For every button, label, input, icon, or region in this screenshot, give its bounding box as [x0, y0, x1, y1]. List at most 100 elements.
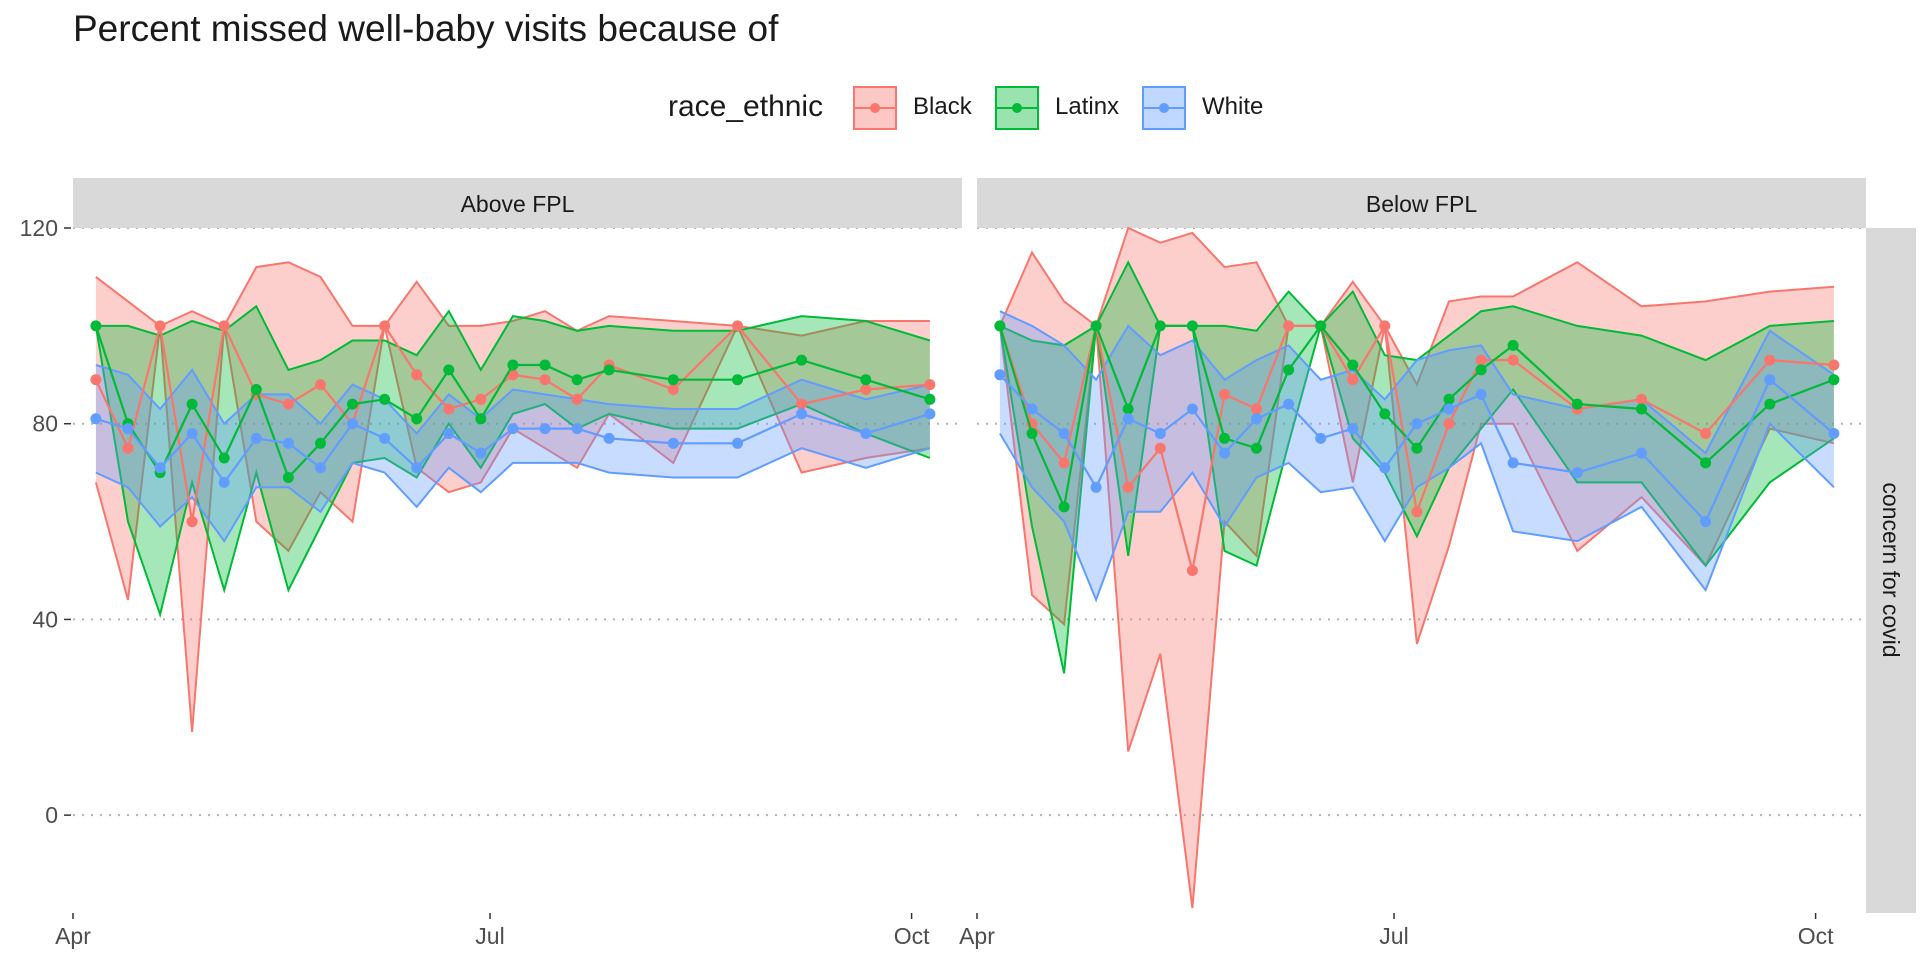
- ribbon-latinx-panel-2: [999, 262, 1834, 674]
- x-tick-label-apr-panel-2: Apr: [959, 923, 995, 949]
- point-black-panel-2-12: [1347, 374, 1359, 386]
- point-white-panel-1-7: [282, 437, 294, 449]
- series-line-white-panel-1: [95, 412, 931, 485]
- strip-panel-2: [977, 178, 1866, 228]
- point-black-panel-1-10: [379, 320, 391, 332]
- point-latinx-panel-2-16: [1475, 364, 1487, 376]
- legend-label-latinx: Latinx: [1055, 93, 1120, 120]
- point-white-panel-2-6: [1154, 428, 1166, 439]
- y-tick-label-80: 80: [32, 411, 58, 437]
- point-latinx-panel-1-6: [250, 384, 262, 395]
- point-white-panel-2-16: [1475, 388, 1487, 400]
- point-black-panel-2-9: [1251, 403, 1262, 415]
- point-white-panel-1-16: [571, 423, 583, 435]
- legend-key-latinx: [995, 86, 1039, 130]
- point-latinx-panel-2-1: [994, 320, 1006, 332]
- point-latinx-panel-2-15: [1443, 393, 1455, 405]
- point-white-panel-1-6: [250, 432, 262, 444]
- point-latinx-panel-2-5: [1122, 403, 1134, 415]
- strip-label-above-fpl: Above FPL: [461, 191, 575, 217]
- point-white-panel-1-10: [379, 432, 391, 444]
- point-latinx-panel-2-12: [1347, 359, 1359, 371]
- point-black-panel-2-8: [1219, 388, 1230, 400]
- point-black-panel-1-4: [186, 516, 198, 528]
- legend-key-white: [1142, 86, 1186, 130]
- chart-title: Percent missed well-baby visits because …: [73, 8, 779, 49]
- point-latinx-panel-1-10: [379, 393, 391, 405]
- point-white-panel-1-8: [315, 462, 326, 474]
- point-black-panel-2-15: [1443, 418, 1455, 430]
- point-white-panel-1-20: [796, 408, 808, 420]
- point-white-panel-1-17: [603, 432, 615, 444]
- point-latinx-panel-1-1: [90, 320, 102, 332]
- point-latinx-panel-1-15: [539, 359, 551, 371]
- point-latinx-panel-2-14: [1411, 442, 1423, 454]
- point-latinx-panel-2-2: [1026, 428, 1038, 439]
- ribbon-lower-latinx-panel-2: [998, 322, 1835, 674]
- point-black-panel-2-13: [1379, 320, 1391, 332]
- point-black-panel-1-13: [475, 393, 487, 405]
- ribbon-upper-latinx-panel-1: [95, 304, 931, 372]
- point-latinx-panel-2-7: [1186, 320, 1198, 332]
- point-latinx-panel-2-6: [1154, 320, 1166, 332]
- point-white-panel-2-4: [1090, 481, 1102, 493]
- point-latinx-panel-1-5: [218, 452, 230, 464]
- point-white-panel-2-13: [1379, 462, 1391, 474]
- point-latinx-panel-2-21: [1764, 398, 1776, 410]
- point-latinx-panel-1-21: [860, 374, 872, 386]
- point-black-panel-1-11: [411, 369, 423, 381]
- y-tick-label-120: 120: [20, 215, 58, 241]
- point-black-panel-1-5: [218, 320, 230, 332]
- ribbon-lower-white-panel-1: [95, 447, 931, 543]
- point-white-panel-1-9: [347, 418, 358, 430]
- ribbon-latinx-panel-1: [95, 306, 930, 615]
- point-white-panel-2-17: [1507, 457, 1519, 469]
- point-white-panel-2-5: [1122, 413, 1134, 425]
- point-white-panel-1-5: [218, 476, 230, 488]
- point-latinx-panel-2-20: [1700, 457, 1712, 469]
- point-white-panel-1-12: [443, 428, 455, 439]
- point-white-panel-2-15: [1443, 403, 1455, 415]
- point-latinx-panel-1-12: [443, 364, 455, 376]
- point-black-panel-1-7: [282, 398, 294, 410]
- point-black-panel-2-20: [1700, 428, 1712, 439]
- point-black-panel-2-17: [1507, 354, 1519, 366]
- point-white-panel-1-15: [539, 423, 551, 435]
- point-black-panel-1-21: [860, 384, 872, 395]
- ribbon-lower-black-panel-1: [94, 323, 931, 733]
- point-latinx-panel-1-13: [475, 413, 487, 425]
- ribbon-upper-black-panel-2: [998, 226, 1834, 387]
- legend: race_ethnic Black Latinx White: [0, 86, 1920, 130]
- point-white-panel-2-9: [1251, 413, 1262, 425]
- point-black-panel-1-16: [571, 393, 583, 405]
- point-black-panel-1-18: [667, 384, 679, 395]
- point-black-panel-2-7: [1186, 565, 1198, 576]
- ribbon-black-panel-1: [95, 262, 930, 732]
- ribbon-upper-white-panel-1: [95, 364, 931, 436]
- point-latinx-panel-1-9: [347, 398, 358, 410]
- y-tick-label-0: 0: [45, 802, 58, 828]
- point-black-panel-1-14: [507, 369, 519, 381]
- point-latinx-panel-1-20: [796, 354, 808, 366]
- legend-key-black: [853, 86, 897, 130]
- point-latinx-panel-1-18: [667, 374, 679, 386]
- point-white-panel-1-21: [860, 428, 872, 439]
- series-line-latinx-panel-1: [94, 325, 931, 480]
- point-black-panel-2-14: [1411, 506, 1423, 518]
- point-latinx-panel-2-4: [1090, 320, 1102, 332]
- x-tick-label-jul-panel-2: Jul: [1379, 923, 1408, 949]
- ribbon-lower-white-panel-2: [999, 421, 1835, 603]
- point-white-panel-1-22: [924, 408, 936, 420]
- point-latinx-panel-1-8: [315, 437, 326, 449]
- point-latinx-panel-1-7: [282, 472, 294, 483]
- x-tick-label-apr-panel-1: Apr: [55, 923, 91, 949]
- point-white-panel-2-12: [1347, 423, 1359, 435]
- point-black-panel-2-3: [1058, 457, 1070, 469]
- point-black-panel-1-3: [154, 320, 166, 332]
- series-line-black-panel-2: [998, 322, 1834, 571]
- point-latinx-panel-2-18: [1571, 398, 1583, 410]
- point-white-panel-2-18: [1571, 467, 1583, 479]
- point-white-panel-2-3: [1058, 428, 1070, 439]
- point-latinx-panel-2-9: [1251, 442, 1262, 454]
